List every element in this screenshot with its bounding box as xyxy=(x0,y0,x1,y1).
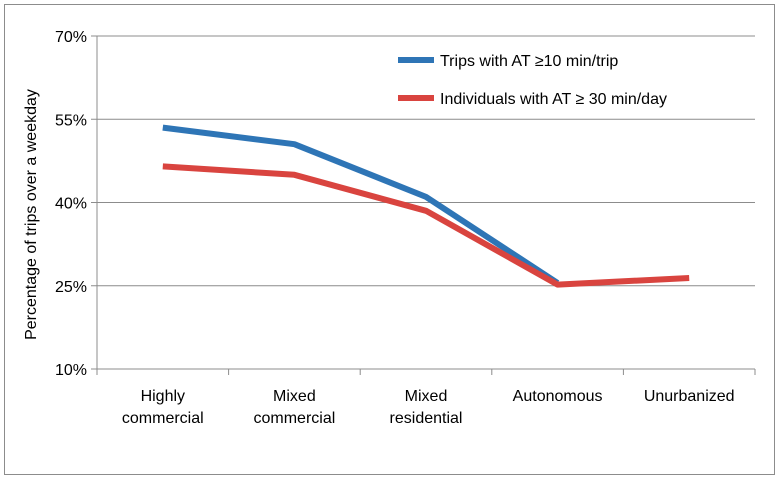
series-line-1 xyxy=(162,124,560,286)
series-line-2 xyxy=(162,163,690,288)
gridlines xyxy=(97,35,755,287)
y-tick-label: 40% xyxy=(55,196,87,213)
y-tick-label: 10% xyxy=(55,362,87,379)
x-tick-labels: Highly commercial Mixed commercial Mixed resi… xyxy=(122,388,735,427)
y-tick-label: 70% xyxy=(55,29,87,46)
y-tick-label: 55% xyxy=(55,112,87,129)
y-tick-labels: 10% 25% 40% 55% 70% xyxy=(55,29,87,379)
chart-frame xyxy=(4,4,775,475)
x-tick-label: Mixed commercial xyxy=(254,388,336,427)
x-tick-label: Mixed residential xyxy=(390,388,463,427)
axes xyxy=(91,35,756,375)
legend: Trips with AT ≥10 min/trip Individuals wi… xyxy=(398,53,667,108)
y-axis-title: Percentage of trips over a weekday xyxy=(23,89,40,340)
series-lines xyxy=(162,124,690,288)
x-tick-label: Unurbanized xyxy=(644,388,735,405)
y-tick-label: 25% xyxy=(55,279,87,296)
x-tick-label: Highly commercial xyxy=(122,388,204,427)
legend-label-2: Individuals with AT ≥ 30 min/day xyxy=(440,91,667,108)
legend-label-1: Trips with AT ≥10 min/trip xyxy=(440,53,618,70)
x-tick-label: Autonomous xyxy=(513,388,603,405)
